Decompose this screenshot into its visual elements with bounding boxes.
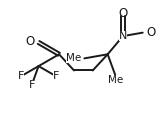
Text: N: N bbox=[119, 31, 127, 41]
Text: Me: Me bbox=[108, 75, 123, 85]
Text: O: O bbox=[146, 26, 156, 39]
Text: F: F bbox=[29, 80, 35, 90]
Text: O: O bbox=[26, 35, 35, 48]
Text: F: F bbox=[53, 71, 59, 81]
Text: Me: Me bbox=[66, 53, 81, 63]
Text: O: O bbox=[118, 7, 128, 20]
Text: F: F bbox=[18, 71, 24, 81]
